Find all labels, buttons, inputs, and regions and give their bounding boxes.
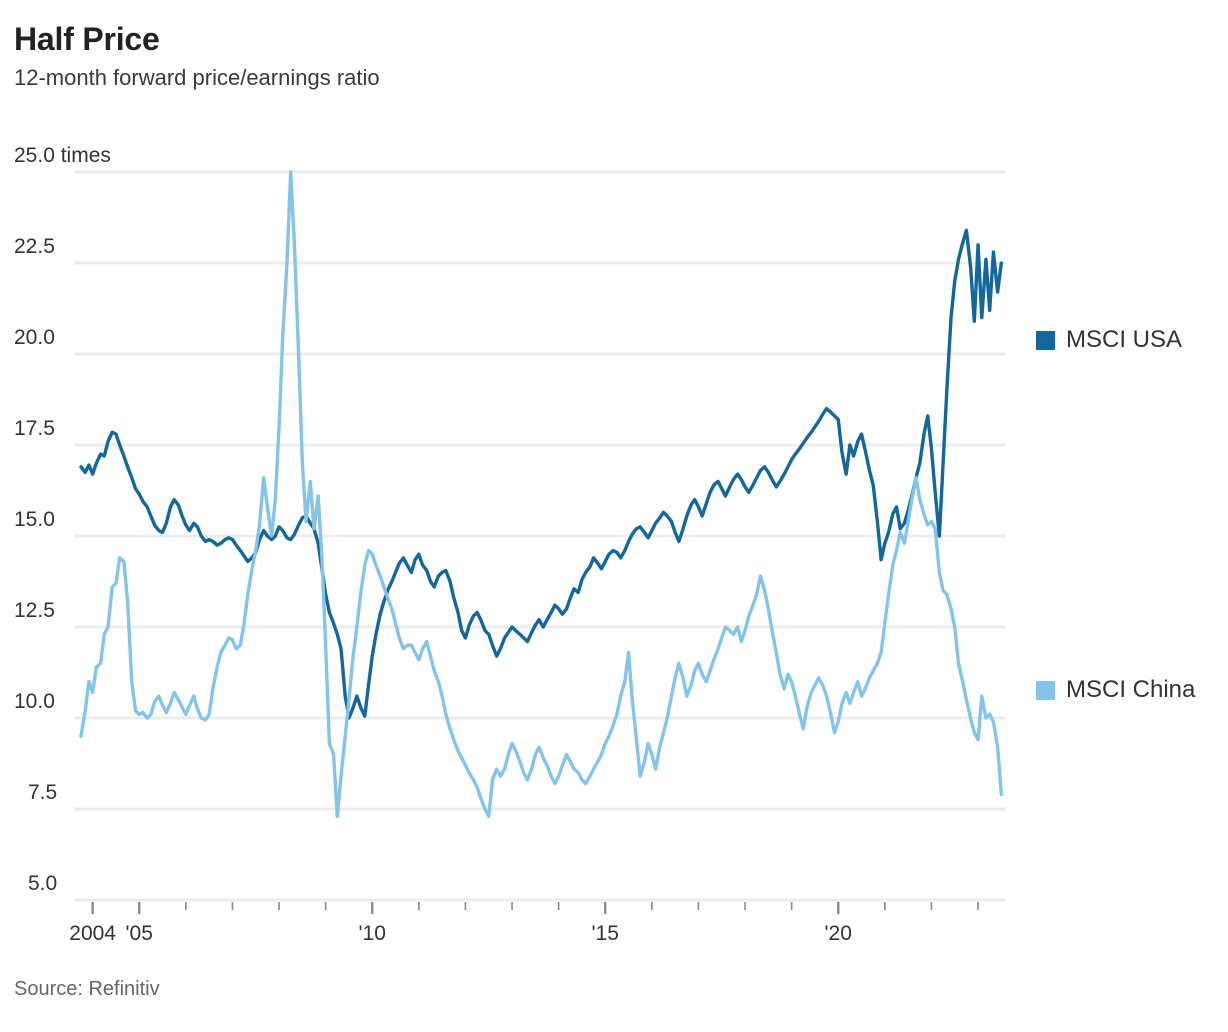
legend-label: MSCI China bbox=[1066, 676, 1196, 703]
gridlines bbox=[74, 170, 1006, 902]
series-line-msci-china bbox=[79, 170, 1004, 818]
y-axis-label: 10.0 bbox=[14, 690, 55, 713]
series-line-msci-usa bbox=[79, 228, 1004, 720]
source-note: Source: Refinitiv bbox=[14, 978, 160, 1000]
y-axis-label: 5.0 bbox=[28, 872, 58, 895]
legend-item-msci-china[interactable]: MSCI China bbox=[1036, 678, 1195, 702]
y-axis-label: 7.5 bbox=[28, 781, 58, 804]
y-axis-label: 20.0 bbox=[14, 326, 55, 349]
legend-swatch-icon bbox=[1036, 680, 1055, 700]
y-axis-label: 15.0 bbox=[14, 508, 55, 531]
chart-subtitle: 12-month forward price/earnings ratio bbox=[14, 65, 380, 90]
legend-swatch-icon bbox=[1036, 330, 1055, 350]
x-axis-label: '10 bbox=[358, 922, 386, 945]
x-axis-label: 2004 bbox=[69, 922, 116, 945]
y-axis-label: 25.0 times bbox=[14, 144, 111, 167]
x-axis-ticks bbox=[91, 902, 979, 914]
x-axis-label: '15 bbox=[591, 922, 619, 945]
y-axis-label: 17.5 bbox=[14, 417, 55, 440]
y-axis-label: 22.5 bbox=[14, 235, 55, 258]
x-axis-label: '20 bbox=[824, 922, 852, 945]
legend-label: MSCI USA bbox=[1066, 326, 1183, 353]
y-axis-label: 12.5 bbox=[14, 599, 55, 622]
chart-title: Half Price bbox=[14, 21, 160, 57]
legend-item-msci-usa[interactable]: MSCI USA bbox=[1036, 328, 1182, 352]
x-axis-label: '05 bbox=[125, 922, 153, 945]
series-lines bbox=[79, 170, 1004, 818]
